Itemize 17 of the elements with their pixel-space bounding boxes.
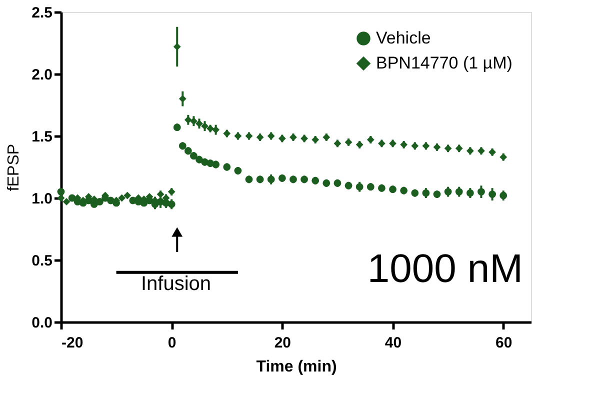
y-tick-label: 1.5 [32, 128, 52, 146]
annotation: Infusion [140, 273, 212, 295]
legend-label: Vehicle [376, 28, 431, 48]
x-tick-label: -20 [62, 334, 84, 352]
y-tick-label: 2.5 [32, 4, 52, 22]
y-tick-label: 0.5 [32, 252, 52, 270]
y-tick-label: 2.0 [32, 66, 52, 84]
y-tick-label: 0.0 [32, 314, 52, 332]
x-axis-title: Time (min) [256, 358, 337, 376]
x-tick-label: 60 [496, 334, 512, 352]
y-axis-title: fEPSP [6, 144, 23, 192]
x-tick-label: 0 [168, 334, 176, 352]
legend-label: BPN14770 (1 µM) [376, 54, 512, 72]
annotation: 1000 nM [367, 247, 523, 291]
x-tick-label: 40 [384, 334, 402, 352]
x-tick-label: 20 [274, 334, 292, 352]
y-tick-label: 1.0 [32, 190, 52, 208]
